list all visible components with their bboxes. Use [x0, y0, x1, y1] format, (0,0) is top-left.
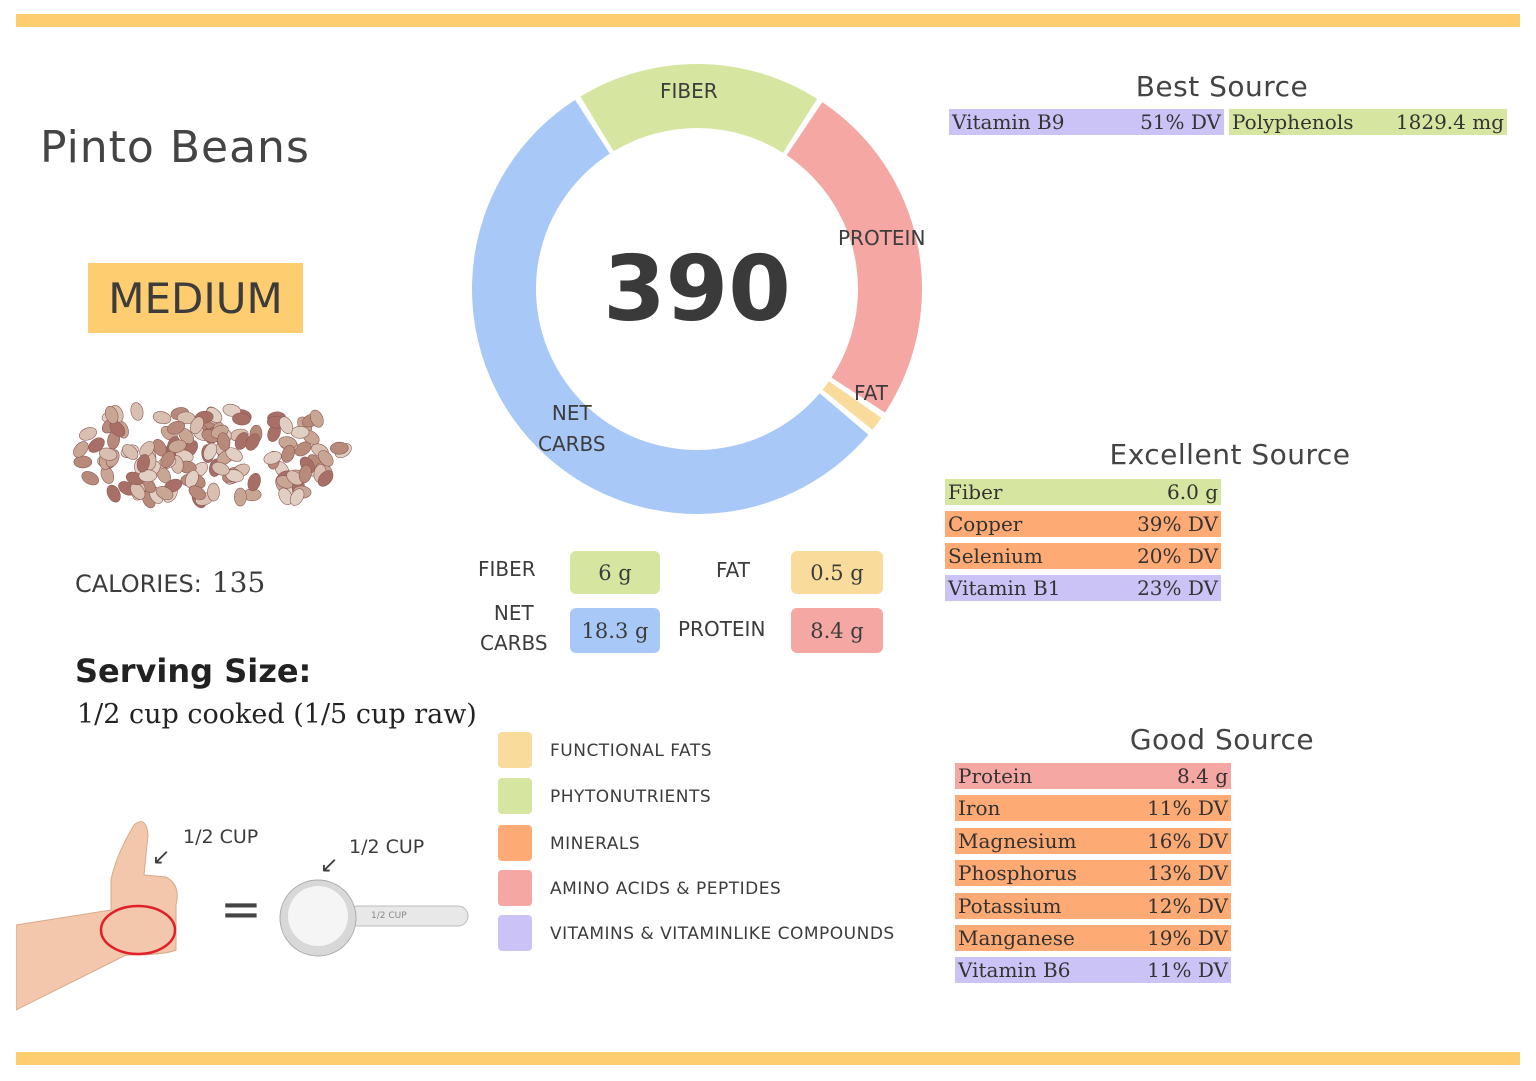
page-title: Pinto Beans — [40, 122, 310, 173]
cup-handle-text: 1/2 CUP — [371, 911, 407, 921]
nutrient-name: Selenium — [948, 544, 1043, 568]
nutrient-name: Vitamin B6 — [958, 958, 1070, 982]
nutrient-value: 8.4 g — [1177, 764, 1228, 788]
nutrient-row: Polyphenols 1829.4 mg — [1229, 109, 1507, 135]
bean — [129, 401, 144, 421]
arrow-icon: ↙ — [320, 853, 338, 878]
nutrient-row: Selenium 20% DV — [945, 543, 1221, 569]
nutrient-value: 23% DV — [1137, 576, 1218, 600]
calories-label: CALORIES: — [75, 570, 202, 598]
bean — [330, 442, 348, 454]
carbs-label: CARBS — [480, 631, 548, 655]
bean — [74, 456, 92, 468]
level-badge: MEDIUM — [88, 263, 303, 333]
nutrient-value: 39% DV — [1137, 512, 1218, 536]
nutrient-name: Potassium — [958, 894, 1061, 918]
donut-label-fiber: FIBER — [660, 76, 718, 107]
bean — [207, 483, 219, 501]
bean — [291, 426, 309, 438]
legend-swatch — [498, 732, 532, 768]
hand-label: 1/2 CUP — [183, 826, 258, 848]
equals-sign: = — [220, 880, 262, 938]
nutrient-row: Phosphorus 13% DV — [955, 860, 1231, 886]
legend-label: FUNCTIONAL FATS — [550, 741, 712, 761]
nutrient-name: Iron — [958, 796, 1000, 820]
best-source-title: Best Source — [1072, 70, 1372, 103]
nutrient-name: Manganese — [958, 926, 1075, 950]
nutrient-row: Iron 11% DV — [955, 795, 1231, 821]
legend-swatch — [498, 870, 532, 906]
nutrient-value: 16% DV — [1147, 829, 1228, 853]
protein-label: PROTEIN — [678, 614, 765, 644]
legend-label: VITAMINS & VITAMINLIKE COMPOUNDS — [550, 924, 895, 944]
net-carbs-label: NET CARBS — [480, 598, 548, 658]
nutrient-name: Vitamin B1 — [948, 576, 1060, 600]
legend-swatch — [498, 825, 532, 861]
serving-size-heading: Serving Size: — [75, 652, 311, 690]
nutrient-value: 6.0 g — [1167, 480, 1218, 504]
legend-label: MINERALS — [550, 834, 640, 854]
beans-image — [60, 372, 360, 514]
nutrient-name: Magnesium — [958, 829, 1076, 853]
legend-swatch — [498, 915, 532, 951]
nutrient-value: 51% DV — [1140, 110, 1221, 134]
fiber-value: 6 g — [570, 551, 660, 594]
top-border — [16, 14, 1520, 27]
good-source-title: Good Source — [1072, 723, 1372, 756]
nutrient-name: Protein — [958, 764, 1032, 788]
fat-label: FAT — [716, 555, 750, 585]
nutrient-row: Magnesium 16% DV — [955, 828, 1231, 854]
fiber-label: FIBER — [478, 554, 536, 584]
calories: CALORIES: 135 — [75, 566, 265, 599]
bean — [79, 469, 101, 488]
nutrient-value: 11% DV — [1147, 796, 1228, 820]
calories-value: 135 — [212, 566, 265, 599]
bean — [234, 488, 246, 506]
nutrient-row: Vitamin B9 51% DV — [949, 109, 1224, 135]
bottom-border — [16, 1052, 1520, 1065]
bean — [152, 410, 172, 426]
net-carbs-value: 18.3 g — [570, 608, 660, 653]
donut-label-protein: PROTEIN — [838, 223, 925, 254]
nutrient-row: Protein 8.4 g — [955, 763, 1231, 789]
nutrient-row: Manganese 19% DV — [955, 925, 1231, 951]
nutrient-row: Copper 39% DV — [945, 511, 1221, 537]
legend-swatch — [498, 778, 532, 814]
nutrient-value: 1829.4 mg — [1396, 110, 1504, 134]
serving-size-value: 1/2 cup cooked (1/5 cup raw) — [77, 699, 477, 730]
cup-label: 1/2 CUP — [349, 836, 424, 858]
donut-slice-protein — [787, 102, 922, 413]
nutrient-name: Fiber — [948, 480, 1002, 504]
nutrient-value: 19% DV — [1147, 926, 1228, 950]
excellent-source-title: Excellent Source — [1080, 438, 1380, 471]
nutrient-value: 12% DV — [1147, 894, 1228, 918]
net-label: NET — [494, 601, 534, 625]
donut-label-fat: FAT — [854, 378, 888, 409]
donut-label-net-carbs: NET CARBS — [538, 398, 606, 460]
nutrient-row: Fiber 6.0 g — [945, 479, 1221, 505]
legend-label: PHYTONUTRIENTS — [550, 787, 711, 807]
nutrient-value: 20% DV — [1137, 544, 1218, 568]
nutrient-row: Vitamin B6 11% DV — [955, 957, 1231, 983]
protein-value: 8.4 g — [791, 608, 883, 653]
net-label: NET — [552, 401, 592, 425]
nutrient-name: Polyphenols — [1232, 110, 1353, 134]
legend-label: AMINO ACIDS & PEPTIDES — [550, 879, 781, 899]
carbs-label: CARBS — [538, 432, 606, 456]
nutrient-row: Vitamin B1 23% DV — [945, 575, 1221, 601]
arrow-icon: ↙ — [152, 845, 170, 870]
nutrient-name: Phosphorus — [958, 861, 1077, 885]
nutrient-value: 13% DV — [1147, 861, 1228, 885]
nutrient-row: Potassium 12% DV — [955, 893, 1231, 919]
nutrient-value: 11% DV — [1147, 958, 1228, 982]
nutrient-name: Vitamin B9 — [952, 110, 1064, 134]
donut-center-value: 390 — [603, 237, 791, 342]
fat-value: 0.5 g — [791, 551, 883, 594]
nutrient-name: Copper — [948, 512, 1022, 536]
